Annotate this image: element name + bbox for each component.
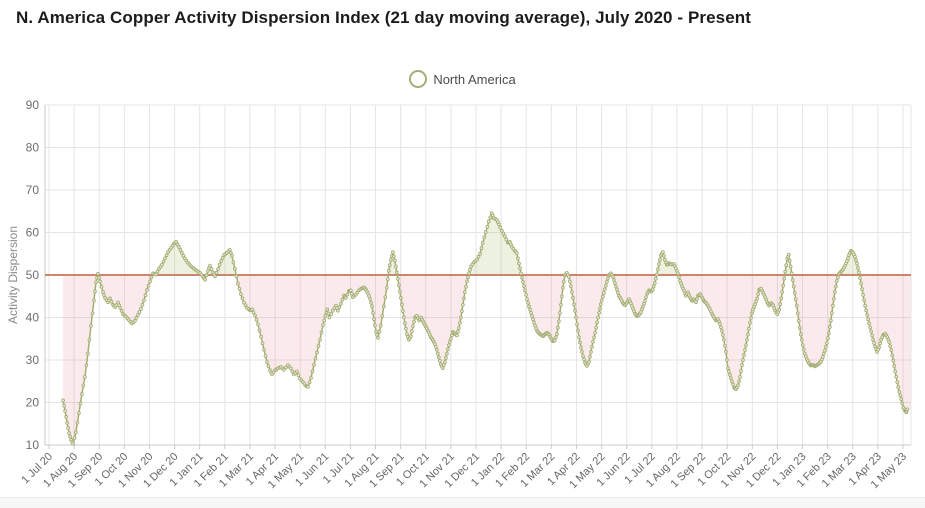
- page-title: N. America Copper Activity Dispersion In…: [16, 8, 752, 27]
- y-tick-label: 70: [26, 183, 40, 197]
- y-tick-label: 90: [26, 98, 40, 112]
- y-tick-label: 60: [26, 226, 40, 240]
- fill-below-50: [63, 275, 911, 444]
- y-tick-label: 30: [26, 353, 40, 367]
- fill-above-50: [63, 213, 911, 275]
- y-tick-label: 80: [26, 141, 40, 155]
- area-fills: [63, 213, 911, 444]
- y-tick-label: 50: [26, 268, 40, 282]
- y-tick-label: 40: [26, 311, 40, 325]
- legend-marker-icon: [409, 70, 428, 88]
- series-north-america: [45, 211, 911, 446]
- chart-legend: North America: [0, 70, 925, 88]
- footer-strip: [0, 497, 925, 508]
- legend-item-label: North America: [433, 71, 516, 87]
- series-markers: [61, 211, 910, 446]
- y-tick-label: 20: [26, 396, 40, 410]
- y-tick-label: 10: [26, 438, 40, 452]
- legend-item-north-america[interactable]: North America: [409, 70, 516, 88]
